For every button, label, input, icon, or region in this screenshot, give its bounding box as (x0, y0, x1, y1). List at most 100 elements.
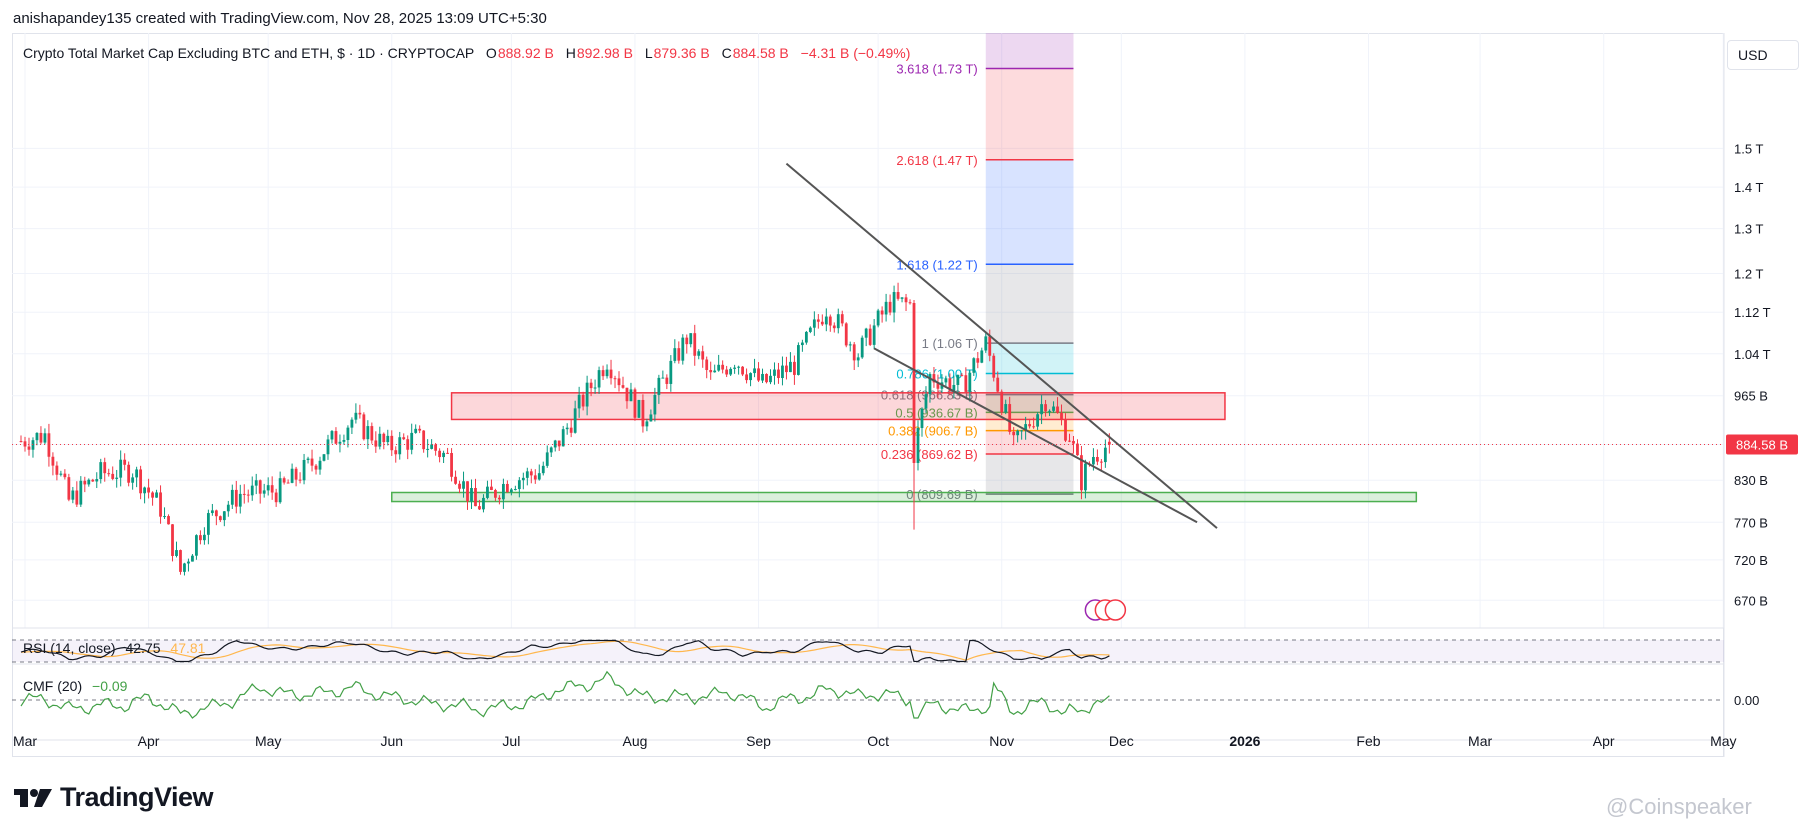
candle (804, 331, 808, 343)
candle (769, 375, 772, 383)
candle (254, 480, 258, 486)
candle (410, 432, 414, 450)
fib-band (985, 68, 1074, 160)
candle (641, 399, 645, 427)
candle (494, 490, 497, 498)
candle (996, 377, 1000, 392)
candle (992, 355, 996, 378)
candle (1032, 426, 1036, 428)
candle (270, 485, 274, 493)
candle (1060, 412, 1063, 420)
tradingview-logo[interactable]: TradingView (14, 782, 214, 813)
candle (1107, 441, 1111, 445)
candle (932, 374, 936, 383)
candle (1076, 443, 1079, 456)
candle (127, 464, 131, 483)
rsi-legend[interactable]: RSI (14, close) 42.75 47.81 (23, 640, 205, 656)
candle (924, 394, 928, 409)
candle (820, 321, 824, 325)
candle (330, 431, 334, 440)
candle (505, 483, 509, 493)
candle (1092, 456, 1095, 465)
cmf-legend[interactable]: CMF (20) −0.09 (23, 678, 127, 694)
candle (525, 471, 529, 478)
candle (900, 297, 904, 299)
candle (908, 302, 912, 304)
candle (653, 394, 657, 415)
candle (1008, 404, 1012, 432)
candle (35, 432, 39, 441)
candle (673, 348, 677, 361)
candle (370, 426, 374, 441)
candle (872, 325, 876, 345)
candle (218, 516, 222, 521)
candle (226, 504, 230, 512)
candle (601, 370, 605, 377)
candle (131, 477, 135, 483)
candle (777, 369, 780, 379)
open-label: O (485, 45, 497, 61)
candle (191, 555, 194, 562)
fib-band (985, 264, 1074, 344)
candle (964, 375, 968, 392)
symbol-legend[interactable]: Crypto Total Market Cap Excluding BTC an… (23, 45, 910, 61)
candle (637, 399, 641, 418)
candle (948, 378, 952, 392)
candle (47, 433, 51, 457)
candle (210, 510, 214, 514)
candle (785, 365, 788, 373)
x-tick-label: May (1710, 733, 1736, 749)
candle (143, 487, 146, 494)
resistance-zone (450, 392, 1226, 421)
candle (187, 561, 190, 564)
candle (848, 344, 852, 346)
x-tick-label: May (255, 733, 281, 749)
candle (677, 348, 681, 361)
y-tick-label: 670 B (1734, 593, 1768, 608)
candle (613, 378, 617, 380)
candle (167, 516, 170, 525)
candle (1095, 456, 1099, 462)
candle (573, 408, 577, 433)
candle (155, 492, 158, 498)
candle (665, 377, 669, 384)
candle (773, 369, 776, 376)
symbol-title[interactable]: Crypto Total Market Cap Excluding BTC an… (23, 45, 475, 61)
candle (888, 301, 892, 313)
candle (904, 297, 908, 303)
fib-level-label: 3.618 (1.73 T) (896, 61, 977, 76)
candle (625, 387, 629, 402)
candle (781, 365, 784, 379)
candle (1044, 404, 1047, 412)
candle (836, 314, 840, 329)
candle (490, 486, 493, 491)
x-tick-label: Jun (380, 733, 403, 749)
candle (398, 437, 402, 455)
candle (1016, 430, 1020, 436)
candle (1048, 410, 1051, 412)
rsi-line (20, 639, 1110, 663)
candle (749, 373, 752, 381)
candle (310, 458, 314, 466)
candle (557, 440, 561, 447)
candle (597, 370, 601, 388)
candle (896, 292, 900, 299)
candle (765, 373, 768, 383)
candle (107, 473, 111, 475)
candle (147, 487, 150, 493)
candle (59, 473, 63, 475)
candle (354, 412, 358, 420)
candle (960, 374, 964, 376)
currency-button[interactable]: USD (1727, 40, 1799, 70)
candle (633, 389, 637, 418)
tradingview-wordmark: TradingView (60, 782, 214, 812)
x-tick-label: Aug (622, 733, 647, 749)
candle (298, 479, 302, 481)
candle (258, 480, 262, 494)
current-price-badge (1726, 434, 1798, 455)
candle (1040, 404, 1043, 415)
candle (1052, 406, 1055, 411)
candle (685, 337, 689, 345)
fib-level-label: 1 (1.06 T) (922, 336, 978, 351)
